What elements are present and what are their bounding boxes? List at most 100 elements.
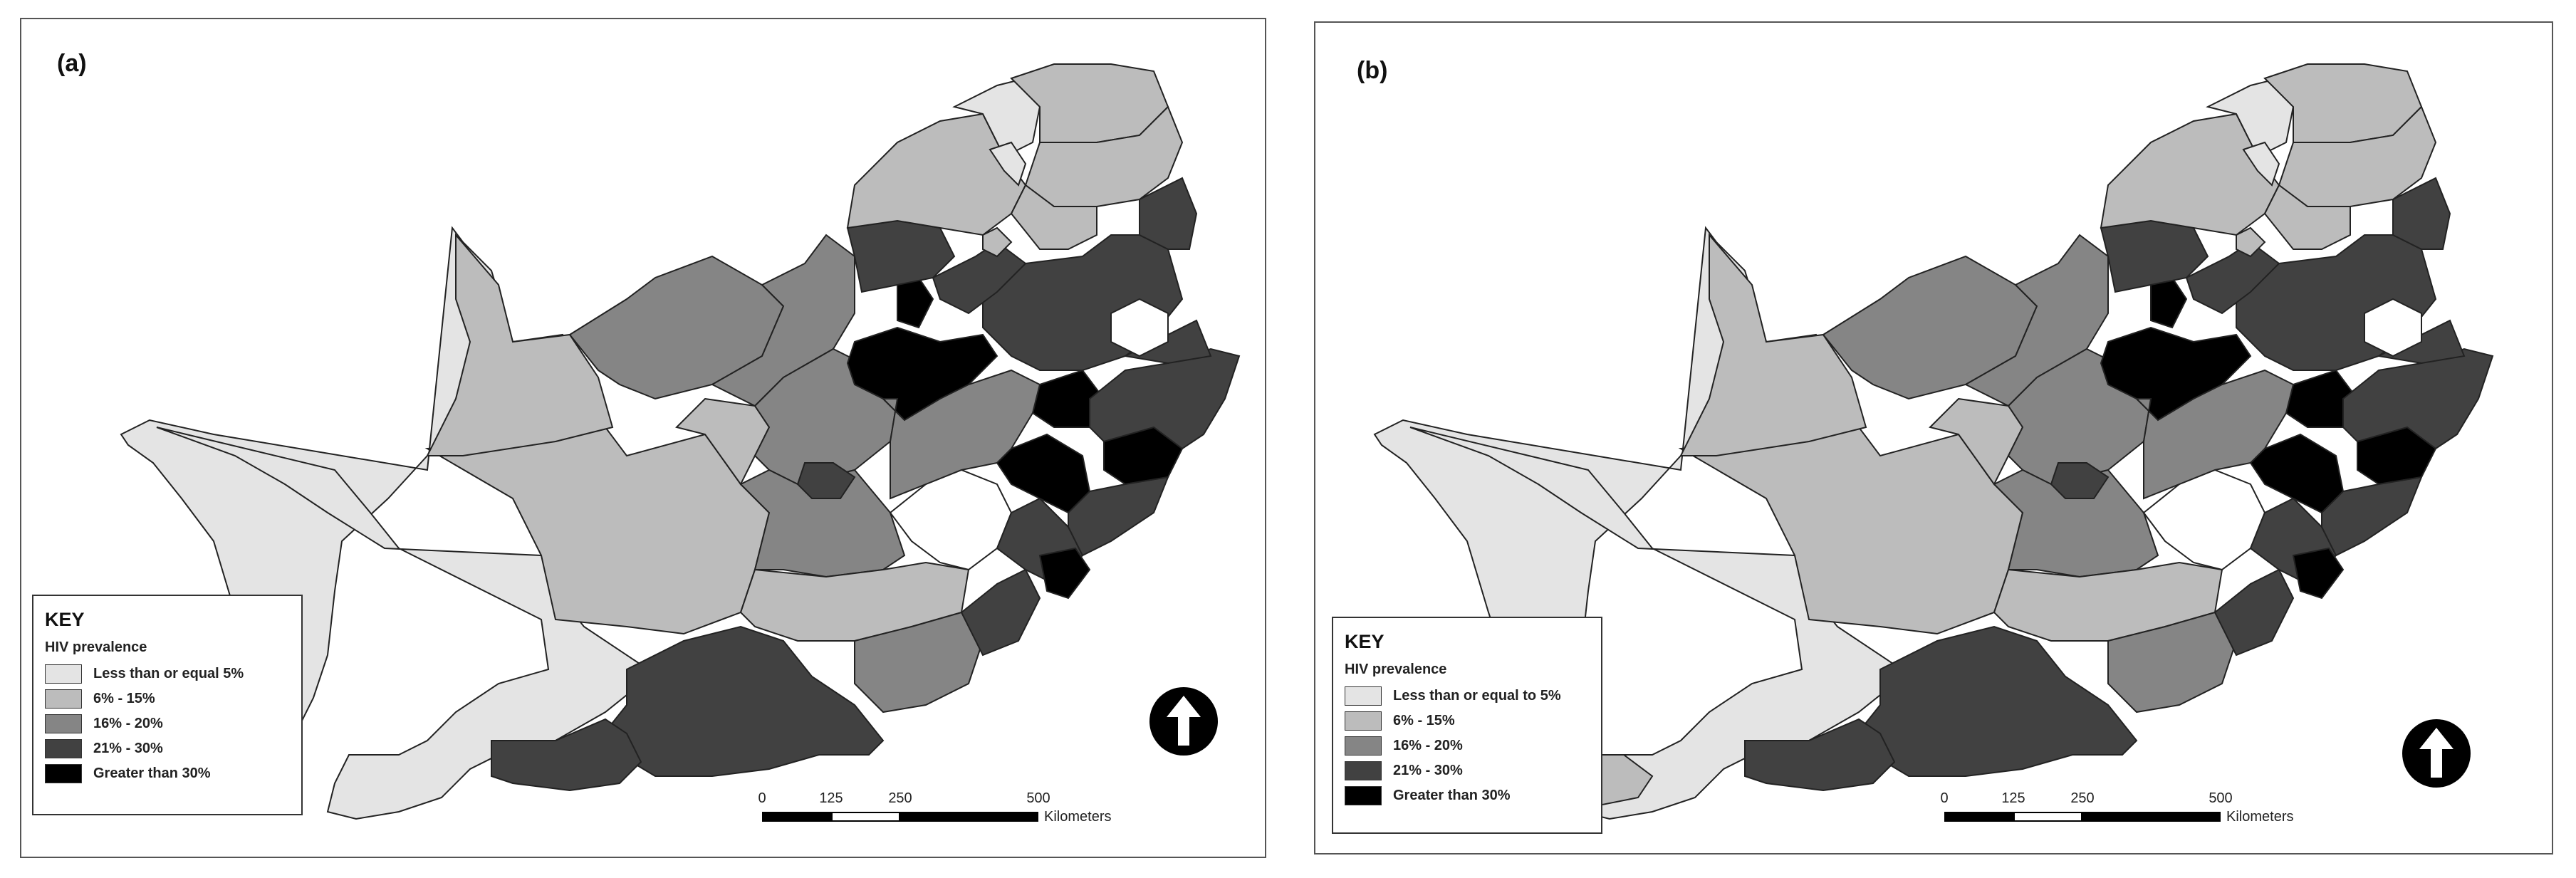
scale-segment: [900, 812, 1038, 822]
key-swatch: [1345, 736, 1382, 756]
key-item: Greater than 30%: [45, 761, 290, 786]
key-item: Greater than 30%: [1345, 783, 1590, 808]
key-label: Greater than 30%: [1393, 788, 1511, 803]
region-kalahari: [426, 233, 614, 456]
region-western-cape: [156, 427, 650, 820]
key-title: KEY: [1345, 631, 1385, 652]
key-label: 21% - 30%: [93, 741, 163, 756]
scale-tick: 250: [2070, 790, 2095, 806]
scale-unit: Kilometers: [2226, 809, 2294, 825]
region-amathole: [2107, 611, 2238, 714]
key-item: 6% - 15%: [1345, 709, 1590, 733]
key-item: 6% - 15%: [45, 686, 290, 711]
region-cacadu: [1850, 625, 2138, 777]
key-label: Greater than 30%: [93, 765, 211, 781]
region-kzn-coast: [1089, 347, 1241, 450]
scale-tick: 500: [1026, 790, 1050, 806]
scale-unit: Kilometers: [1044, 809, 1112, 825]
region-kzn-coast: [2342, 347, 2494, 450]
scale-segment: [1944, 812, 2013, 822]
region-kzn-coast-south: [2321, 476, 2423, 557]
region-limpopo-centre: [1010, 184, 1097, 250]
region-cacadu: [597, 625, 885, 777]
key-item: Less than or equal to 5%: [1345, 684, 1590, 709]
region-amathole: [854, 611, 984, 714]
region-small-dark-fs: [2050, 462, 2110, 499]
scale-segment: [762, 812, 831, 822]
key-swatch: [45, 739, 82, 758]
scale-segment: [2082, 812, 2221, 822]
region-gauteng-north-black: [897, 276, 934, 329]
key-subtitle: HIV prevalence: [1345, 662, 1447, 677]
region-kzn-coast-south: [1068, 476, 1169, 557]
key-label: 21% - 30%: [1393, 763, 1463, 778]
key-swatch: [1345, 711, 1382, 731]
key-title: KEY: [45, 609, 85, 630]
region-vhembe: [2206, 77, 2295, 158]
region-vhembe: [952, 77, 1041, 158]
south-africa-map: [120, 63, 1241, 820]
scale-segment: [831, 812, 900, 822]
region-small-light: [982, 226, 1013, 258]
region-oat-dark: [2213, 568, 2295, 657]
region-small-light: [2236, 226, 2266, 258]
region-gauteng-north-black: [2150, 276, 2188, 329]
region-thabo-mofutsanyane: [881, 369, 1041, 500]
key-label: 16% - 20%: [1393, 738, 1463, 753]
region-kzn-south-black: [1038, 547, 1091, 600]
key-item: 16% - 20%: [45, 711, 290, 736]
scale-tick: 0: [758, 790, 766, 806]
scale-segment: [2013, 812, 2082, 822]
key-label: Less than or equal 5%: [93, 666, 244, 681]
region-tshwane: [932, 241, 1027, 315]
region-small-dark-fs: [796, 462, 856, 499]
scale-tick: 125: [2001, 790, 2025, 806]
region-kzn-south-black: [2292, 547, 2345, 600]
map-key: KEY HIV prevalence Less than or equal to…: [1332, 617, 1602, 834]
region-central-karoo: [1678, 426, 2024, 635]
scale-tick: 0: [1940, 790, 1949, 806]
key-label: 6% - 15%: [93, 691, 155, 706]
region-central-karoo: [424, 426, 771, 635]
map-key: KEY HIV prevalence Less than or equal 5%…: [32, 595, 303, 815]
key-item: 21% - 30%: [45, 736, 290, 761]
key-label: Less than or equal to 5%: [1393, 688, 1561, 704]
region-thabo-mofutsanyane: [2134, 369, 2295, 500]
region-limpopo-centre: [2263, 184, 2351, 250]
scale-tick: 500: [2209, 790, 2233, 806]
region-ehlanzeni: [2392, 177, 2451, 250]
key-swatch: [1345, 761, 1382, 780]
region-free-state-south: [739, 469, 906, 578]
scale-tick: 250: [888, 790, 912, 806]
region-eden: [491, 718, 642, 792]
key-swatch: [1345, 686, 1382, 706]
key-label: 16% - 20%: [93, 716, 163, 731]
key-item: 21% - 30%: [1345, 758, 1590, 783]
panel-label: (b): [1357, 57, 1388, 84]
key-swatch: [45, 764, 82, 783]
map-panel-b: (b): [1289, 0, 2557, 878]
key-swatch: [45, 664, 82, 684]
region-free-state-south: [1993, 469, 2159, 578]
north-arrow-icon: [2402, 719, 2471, 788]
key-swatch: [1345, 786, 1382, 805]
key-subtitle: HIV prevalence: [45, 639, 147, 655]
region-eden: [1744, 718, 1896, 792]
south-africa-map: [1373, 63, 2494, 820]
key-swatch: [45, 689, 82, 709]
region-kalahari: [1679, 233, 1867, 456]
region-thin-white: [2242, 141, 2280, 187]
key-item: 16% - 20%: [1345, 733, 1590, 758]
key-label: 6% - 15%: [1393, 713, 1455, 728]
region-western-cape: [1409, 427, 1903, 820]
scale-tick: 125: [819, 790, 843, 806]
region-thin-white: [989, 141, 1027, 187]
region-ehlanzeni: [1139, 177, 1198, 250]
region-oat-dark: [960, 568, 1041, 657]
north-arrow-icon: [1149, 687, 1218, 756]
panel-label: (a): [57, 50, 87, 77]
region-tshwane: [2185, 241, 2280, 315]
key-swatch: [45, 714, 82, 733]
swaziland: [2364, 298, 2422, 357]
swaziland: [1110, 298, 1169, 357]
